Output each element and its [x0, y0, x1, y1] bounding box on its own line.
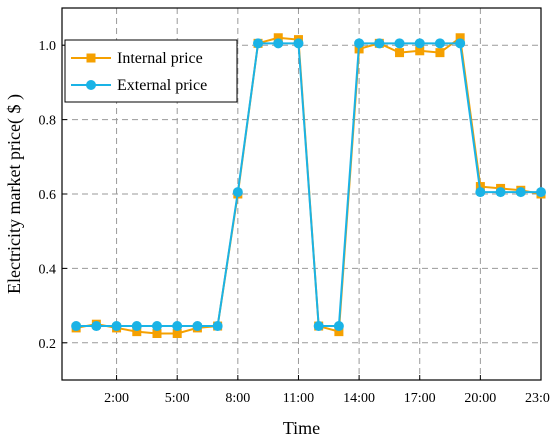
data-point: [374, 38, 385, 49]
x-tick-label: 17:00: [404, 391, 436, 406]
data-point: [536, 187, 546, 198]
data-point: [172, 321, 183, 332]
series-layer: [71, 33, 546, 338]
x-tick-label: 8:00: [225, 391, 250, 406]
data-point: [334, 327, 344, 337]
data-point: [415, 46, 425, 56]
data-point: [253, 38, 264, 49]
legend-marker: [86, 53, 96, 63]
y-tick-label: 0.8: [39, 114, 57, 129]
x-tick-label: 14:00: [343, 391, 375, 406]
data-point: [333, 321, 344, 332]
data-point: [111, 321, 122, 332]
data-point: [434, 38, 445, 49]
data-point: [273, 33, 283, 43]
data-point: [515, 187, 526, 198]
data-point: [232, 187, 243, 198]
x-tick-label: 2:00: [104, 391, 129, 406]
data-point: [313, 321, 324, 332]
data-point: [354, 38, 365, 49]
data-point: [71, 321, 82, 332]
data-point: [435, 48, 445, 58]
data-point: [192, 321, 203, 332]
data-point: [132, 327, 142, 337]
data-point: [394, 38, 405, 49]
y-tick-label: 1.0: [39, 39, 57, 54]
data-point: [91, 321, 102, 332]
data-point: [152, 329, 162, 338]
data-point: [212, 321, 223, 332]
data-point: [455, 33, 465, 43]
data-point: [293, 38, 304, 49]
y-tick-label: 0.6: [39, 188, 57, 203]
data-point: [495, 187, 506, 198]
data-point: [414, 38, 425, 49]
legend-label: External price: [117, 77, 207, 94]
legend-box: [64, 39, 238, 103]
y-tick-label: 0.2: [39, 337, 57, 352]
y-axis-title: Electricity market price( $ ): [4, 94, 25, 294]
data-point: [273, 38, 284, 49]
x-tick-label: 5:00: [165, 391, 190, 406]
y-tick-label: 0.4: [39, 262, 57, 277]
legend: Internal price External price: [64, 39, 238, 103]
legend-label: Internal price: [117, 50, 203, 67]
data-point: [455, 38, 466, 49]
x-tick-label: 11:00: [283, 391, 314, 406]
legend-marker: [86, 80, 96, 90]
x-axis-title: Time: [283, 418, 320, 438]
data-point: [172, 329, 182, 338]
x-tick-label: 23:00: [525, 391, 550, 406]
data-point: [395, 48, 405, 58]
data-point: [131, 321, 142, 332]
data-point: [151, 321, 162, 332]
axis-ticks: 2:00 5:00 8:00 11:00 14:00 17:00 20:00 23:00 0.2…: [39, 39, 550, 406]
data-point: [475, 187, 486, 198]
x-tick-label: 20:00: [464, 391, 496, 406]
